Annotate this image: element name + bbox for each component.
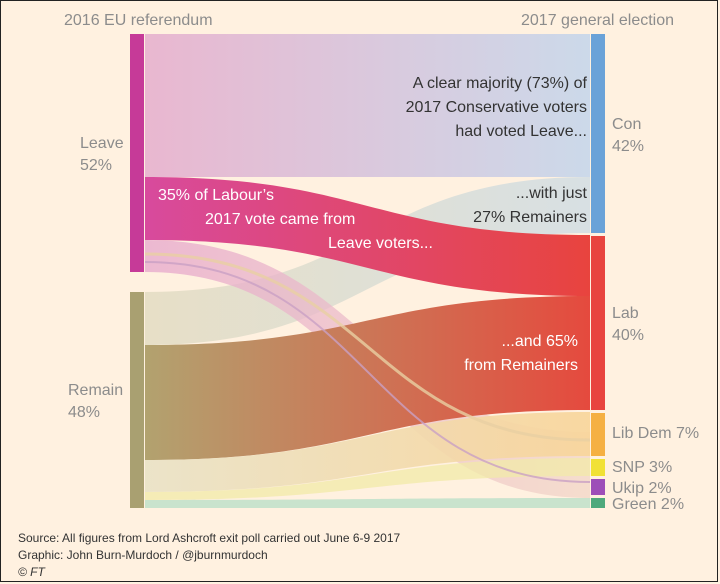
flow-remain-libdem (145, 412, 590, 492)
flow-leave-ukip-thread (144, 261, 591, 483)
leave-label: Leave (80, 135, 124, 152)
leave-pct: 52% (80, 157, 113, 174)
flow-leave-lab (145, 177, 590, 296)
node-label-remain: Remain 48% (68, 380, 123, 424)
node-label-libdem: Lib Dem 7% (612, 425, 700, 442)
annotation-con-leave: A clear majority (73%) of 2017 Conservat… (406, 72, 587, 144)
copyright: © FT (18, 565, 45, 579)
node-label-green: Green 2% (612, 496, 685, 513)
node-bar-libdem (591, 413, 605, 456)
node-label-ukip: Ukip 2% (612, 480, 672, 497)
lab-label: Lab (612, 305, 639, 322)
annotation-line: 2017 Conservative voters (405, 99, 587, 116)
annotation-line: Leave voters... (328, 235, 433, 252)
flow-leave-libdem-thread (144, 252, 591, 442)
node-bar-remain (130, 292, 144, 508)
annotation-line: from Remainers (464, 357, 578, 374)
node-bar-snp (591, 459, 605, 476)
node-label-lab: Lab 40% (612, 303, 644, 347)
node-label-leave: Leave 52% (80, 133, 124, 177)
flow-remain-green (145, 498, 590, 508)
flow-remain-snp (145, 458, 590, 500)
node-label-snp: SNP 3% (612, 459, 673, 476)
node-bar-ukip (591, 479, 605, 495)
flow-remain-lab (145, 296, 590, 460)
graphic-credit: Graphic: John Burn-Murdoch / @jburnmurdo… (18, 548, 268, 562)
annotation-line: 27% Remainers (473, 209, 587, 226)
annotation-line: A clear majority (73%) of (412, 75, 587, 92)
remain-pct: 48% (68, 404, 101, 421)
left-axis-title: 2016 EU referendum (64, 12, 213, 29)
con-pct: 42% (612, 138, 645, 155)
node-bar-green (591, 498, 605, 508)
node-bar-leave (130, 34, 144, 272)
annotation-line: ...with just (515, 185, 587, 202)
remain-label: Remain (68, 382, 124, 399)
right-axis-title: 2017 general election (521, 12, 675, 29)
annotation-line: had voted Leave... (455, 123, 587, 140)
annotation-con-remain: ...with just 27% Remainers (473, 182, 587, 230)
flow-leave-con (145, 34, 590, 177)
annotation-line: 35% of Labour’s (158, 187, 274, 204)
annotation-line: 2017 vote came from (205, 211, 356, 228)
annotation-line: ...and 65% (501, 333, 579, 350)
node-bar-lab (591, 236, 605, 410)
annotation-lab-remain: ...and 65% from Remainers (464, 330, 578, 378)
source-note: Source: All figures from Lord Ashcroft e… (18, 531, 401, 545)
annotation-lab-leave: 35% of Labour’s 2017 vote came from Leav… (158, 184, 448, 256)
node-bar-con (591, 34, 605, 233)
lab-pct: 40% (612, 327, 645, 344)
node-label-con: Con 42% (612, 114, 644, 158)
con-label: Con (612, 116, 642, 133)
